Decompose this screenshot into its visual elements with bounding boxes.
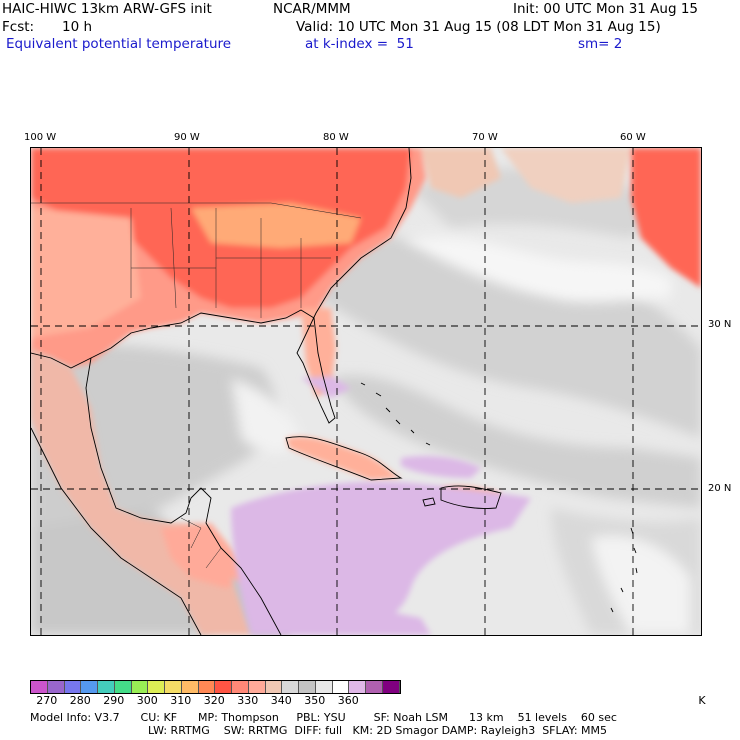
colorbar-swatch xyxy=(315,681,333,693)
colorbar-tick-label: 350 xyxy=(304,694,326,707)
colorbar-unit: K xyxy=(698,694,706,707)
colorbar-tick-label: 270 xyxy=(36,694,58,707)
valid-time: Valid: 10 UTC Mon 31 Aug 15 (08 LDT Mon … xyxy=(296,19,661,35)
colorbar-swatch xyxy=(64,681,82,693)
init-time: Init: 00 UTC Mon 31 Aug 15 xyxy=(513,1,698,17)
colorbar-tick-label: 310 xyxy=(170,694,192,707)
map-svg xyxy=(31,148,701,635)
colorbar-swatch xyxy=(215,681,232,693)
colorbar-swatch xyxy=(131,681,149,693)
colorbar-swatch xyxy=(299,681,316,693)
colorbar-swatch xyxy=(282,681,299,693)
colorbar-swatch xyxy=(265,681,283,693)
colorbar-swatch xyxy=(382,681,400,693)
lon-label-100w: 100 W xyxy=(24,132,57,143)
lon-label-60w: 60 W xyxy=(620,132,646,143)
colorbar-swatch xyxy=(349,681,366,693)
field-white-patches xyxy=(231,235,691,635)
colorbar-swatch xyxy=(181,681,199,693)
lon-label-80w: 80 W xyxy=(323,132,349,143)
model-info-line1: Model Info: V3.7 CU: KF MP: Thompson PBL… xyxy=(30,711,617,724)
model-title: HAIC-HIWC 13km ARW-GFS init xyxy=(2,1,212,17)
lat-label-30n: 30 N xyxy=(708,319,732,330)
lon-label-70w: 70 W xyxy=(472,132,498,143)
colorbar-swatch xyxy=(198,681,216,693)
model-info-line2: LW: RRTMG SW: RRTMG DIFF: full KM: 2D Sm… xyxy=(148,724,608,737)
smoothing: sm= 2 xyxy=(578,36,623,52)
colorbar-swatch xyxy=(81,681,98,693)
theta-e-map xyxy=(30,147,702,636)
colorbar-swatch xyxy=(366,681,383,693)
borders xyxy=(31,202,362,569)
colorbar-swatch xyxy=(248,681,266,693)
colorbar-swatch xyxy=(232,681,249,693)
colorbar-tick-label: 290 xyxy=(103,694,125,707)
colorbar-tick-label: 360 xyxy=(337,694,359,707)
forecast-hour: 10 h xyxy=(62,19,93,35)
colorbar-tick-label: 340 xyxy=(270,694,292,707)
level-index: at k-index = 51 xyxy=(305,36,414,52)
lat-label-20n: 20 N xyxy=(708,483,732,494)
coastlines xyxy=(31,148,638,635)
colorbar-tick-label: 320 xyxy=(203,694,225,707)
colorbar-tick-label: 300 xyxy=(136,694,158,707)
forecast-label: Fcst: xyxy=(2,19,35,35)
field-name: Equivalent potential temperature xyxy=(6,36,232,52)
colorbar-swatch xyxy=(98,681,115,693)
colorbar xyxy=(30,680,401,694)
colorbar-swatch xyxy=(47,681,65,693)
colorbar-swatch xyxy=(31,681,48,693)
colorbar-swatch xyxy=(148,681,165,693)
colorbar-tick-label: 330 xyxy=(237,694,259,707)
field-lavender xyxy=(231,376,531,635)
organization: NCAR/MMM xyxy=(273,1,351,17)
lon-label-90w: 90 W xyxy=(174,132,200,143)
colorbar-swatch xyxy=(165,681,182,693)
graticule xyxy=(31,148,701,635)
colorbar-tick-label: 280 xyxy=(69,694,91,707)
colorbar-swatch xyxy=(332,681,350,693)
colorbar-swatch xyxy=(114,681,132,693)
